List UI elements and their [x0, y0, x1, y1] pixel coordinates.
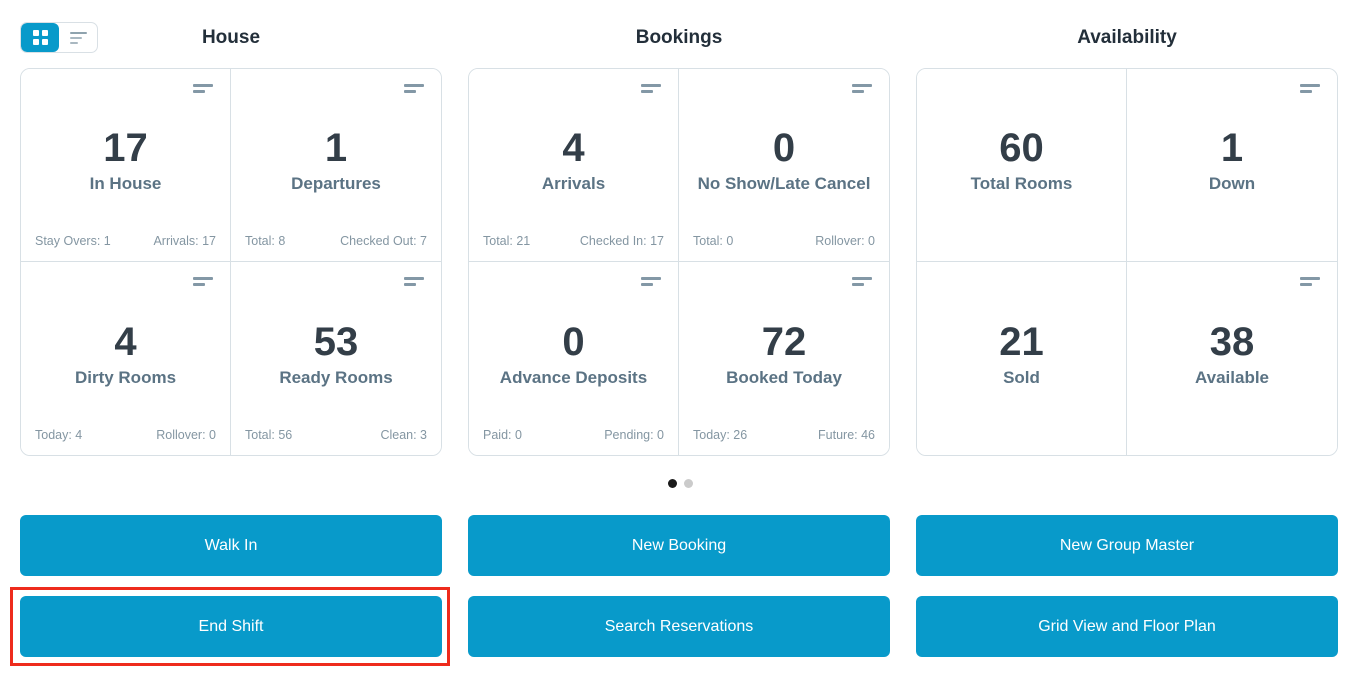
stat-footer-right: Rollover: 0: [156, 428, 216, 442]
stat-label: Down: [1208, 174, 1256, 193]
card-menu-icon[interactable]: [404, 277, 424, 286]
stat-label: Available: [1194, 367, 1270, 387]
stat-footer-right: Pending: 0: [604, 428, 664, 442]
stat-footer-left: Total: 8: [245, 234, 286, 248]
stat-footer-right: Rollover: 0: [815, 234, 875, 248]
card-menu-icon[interactable]: [193, 84, 213, 93]
stat-footer-left: Stay Overs: 1: [35, 234, 111, 248]
search-reservations-button[interactable]: Search Reservations: [468, 596, 890, 657]
section-headers: House Bookings Availability: [0, 22, 1361, 53]
stat-label: Sold: [1003, 367, 1040, 387]
stat-value: 1: [1220, 126, 1244, 170]
card-menu-icon[interactable]: [641, 84, 661, 93]
section-title-availability: Availability: [1077, 26, 1177, 48]
stat-value: 38: [1209, 319, 1255, 364]
stat-card-total-rooms[interactable]: 60 Total Rooms: [917, 69, 1127, 262]
stat-card-dirty-rooms[interactable]: 4 Dirty Rooms Today: 4 Rollover: 0: [21, 262, 231, 455]
stat-label: Dirty Rooms: [74, 367, 177, 387]
card-menu-icon[interactable]: [852, 277, 872, 286]
card-group-availability: 60 Total Rooms 1 Down 21 Sold: [916, 68, 1338, 456]
stat-value: 0: [562, 319, 585, 364]
stat-footer-right: Checked Out: 7: [340, 234, 427, 248]
stat-card-advance-deposits[interactable]: 0 Advance Deposits Paid: 0 Pending: 0: [469, 262, 679, 455]
stat-value: 1: [324, 126, 348, 170]
stat-value: 72: [761, 319, 807, 364]
stat-value: 0: [772, 126, 796, 170]
stat-footer-right: Checked In: 17: [579, 234, 664, 248]
stat-card-no-show-late-cancel[interactable]: 0 No Show/Late Cancel Total: 0 Rollover:…: [679, 69, 889, 262]
card-menu-icon[interactable]: [404, 84, 424, 93]
card-menu-icon[interactable]: [1300, 277, 1320, 286]
section-title-bookings: Bookings: [635, 26, 723, 48]
stat-card-departures[interactable]: 1 Departures Total: 8 Checked Out: 7: [231, 69, 441, 262]
new-booking-button[interactable]: New Booking: [468, 515, 890, 576]
stat-label: In House: [89, 174, 162, 193]
stat-footer-right: Arrivals: 17: [153, 234, 216, 248]
end-shift-button[interactable]: End Shift: [20, 596, 442, 657]
card-menu-icon[interactable]: [193, 277, 213, 286]
stat-footer-left: Total: 56: [245, 428, 293, 442]
card-menu-icon[interactable]: [641, 277, 661, 286]
grid-view-icon: [32, 30, 48, 45]
action-buttons-row-2: End Shift Search Reservations Grid View …: [0, 587, 1361, 666]
stat-card-arrivals[interactable]: 4 Arrivals Total: 21 Checked In: 17: [469, 69, 679, 262]
card-menu-icon[interactable]: [1300, 84, 1320, 93]
card-group-bookings: 4 Arrivals Total: 21 Checked In: 17 0 No…: [468, 68, 890, 456]
view-toggle: [20, 22, 98, 53]
stat-footer-left: Today: 26: [693, 428, 748, 442]
new-group-master-button[interactable]: New Group Master: [916, 515, 1338, 576]
card-group-house: 17 In House Stay Overs: 1 Arrivals: 17 1…: [20, 68, 442, 456]
stat-card-available[interactable]: 38 Available: [1127, 262, 1337, 455]
stat-footer-left: Paid: 0: [483, 428, 522, 442]
carousel-pagination: [0, 479, 1361, 488]
stat-label: Booked Today: [726, 367, 842, 387]
stat-label: Total Rooms: [970, 174, 1073, 193]
stat-footer-right: Future: 46: [818, 428, 875, 442]
stat-label: Advance Deposits: [499, 367, 648, 387]
stat-value: 60: [999, 126, 1044, 170]
grid-view-toggle-button[interactable]: [21, 23, 59, 52]
stat-card-ready-rooms[interactable]: 53 Ready Rooms Total: 56 Clean: 3: [231, 262, 441, 455]
list-view-toggle-button[interactable]: [59, 23, 97, 52]
stat-value: 17: [103, 126, 148, 170]
walk-in-button[interactable]: Walk In: [20, 515, 442, 576]
stat-card-in-house[interactable]: 17 In House Stay Overs: 1 Arrivals: 17: [21, 69, 231, 262]
list-view-icon: [69, 29, 87, 47]
stat-label: Ready Rooms: [279, 367, 393, 387]
section-title-house: House: [201, 26, 261, 48]
stat-card-booked-today[interactable]: 72 Booked Today Today: 26 Future: 46: [679, 262, 889, 455]
stat-value: 4: [114, 319, 137, 364]
stat-label: Departures: [291, 174, 381, 193]
page-dot-2[interactable]: [684, 479, 693, 488]
stat-footer-left: Total: 21: [483, 234, 531, 248]
stat-value: 21: [999, 319, 1044, 364]
stat-value: 4: [562, 126, 585, 170]
stat-footer-right: Clean: 3: [380, 428, 427, 442]
stat-footer-left: Total: 0: [693, 234, 734, 248]
card-menu-icon[interactable]: [852, 84, 872, 93]
stat-value: 53: [313, 319, 359, 364]
action-buttons-row-1: Walk In New Booking New Group Master: [0, 515, 1361, 576]
stat-label: Arrivals: [541, 174, 606, 193]
grid-view-floor-plan-button[interactable]: Grid View and Floor Plan: [916, 596, 1338, 657]
stat-card-sold[interactable]: 21 Sold: [917, 262, 1127, 455]
stat-card-groups: 17 In House Stay Overs: 1 Arrivals: 17 1…: [0, 68, 1361, 456]
page-dot-1[interactable]: [668, 479, 677, 488]
stat-card-down[interactable]: 1 Down: [1127, 69, 1337, 262]
stat-footer-left: Today: 4: [35, 428, 83, 442]
stat-label: No Show/Late Cancel: [697, 174, 871, 193]
